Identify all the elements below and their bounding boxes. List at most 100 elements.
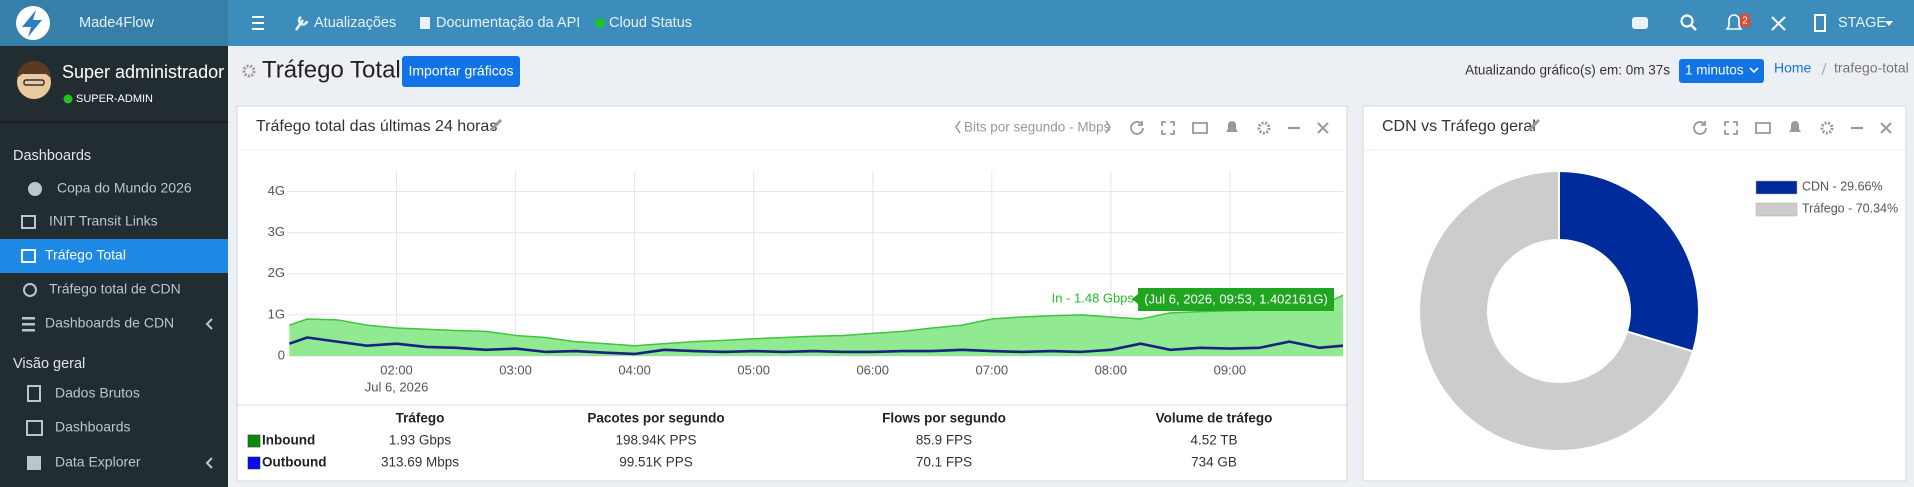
expand-icon[interactable] xyxy=(1724,121,1738,135)
sidebar-item[interactable]: Dashboards de CDN xyxy=(45,315,174,331)
x-tick-label: 07:00 xyxy=(976,362,1009,377)
image-icon[interactable] xyxy=(1192,122,1208,134)
logo-mark xyxy=(22,10,42,37)
close-icon[interactable] xyxy=(1317,122,1329,134)
refresh-icon[interactable] xyxy=(1693,121,1707,135)
legend-swatch xyxy=(247,456,261,470)
sidebar-heading: Dashboards xyxy=(13,148,91,164)
tooltip xyxy=(1138,288,1334,311)
active-item xyxy=(0,239,228,273)
sidebar-item[interactable]: Tráfego Total xyxy=(45,247,126,263)
book-icon xyxy=(420,17,430,29)
sidebar-item[interactable]: Dashboards xyxy=(55,419,131,435)
y-tick-label: 2G xyxy=(268,265,285,280)
table-cell: 1.93 Gbps xyxy=(389,433,452,448)
building-icon xyxy=(1814,14,1826,32)
close-icon[interactable] xyxy=(1880,122,1892,134)
chevrons xyxy=(205,318,213,469)
area xyxy=(289,295,1343,356)
table-header: Pacotes por segundo xyxy=(587,411,724,426)
edit-icon[interactable] xyxy=(1527,118,1541,132)
breadcrumb-current: trafego-total xyxy=(1834,60,1909,76)
panel-title: CDN vs Tráfego geral xyxy=(1382,118,1536,135)
topbar xyxy=(0,0,1914,46)
expand-icon[interactable] xyxy=(1161,121,1175,135)
series-line xyxy=(288,336,1344,356)
sidebar-heading: Visão geral xyxy=(13,356,85,372)
y-tick-label: 4G xyxy=(268,183,285,198)
caret xyxy=(1885,21,1893,26)
gear-icon[interactable] xyxy=(1257,121,1271,135)
gear-icon[interactable] xyxy=(242,64,256,78)
legend-swatch xyxy=(247,434,261,448)
refresh-icon[interactable] xyxy=(1130,121,1144,135)
y-tick-label: 0 xyxy=(278,347,285,362)
breadcrumb-link[interactable]: Home xyxy=(1774,60,1812,76)
bell-icon[interactable] xyxy=(1725,14,1743,30)
x-tick-label: 02:00 xyxy=(380,362,413,377)
sidebar-item[interactable]: INIT Transit Links xyxy=(49,213,158,229)
interval-value[interactable]: 1 minutos xyxy=(1685,63,1744,78)
y-tick-label: 1G xyxy=(268,306,285,321)
table-header: Tráfego xyxy=(396,411,445,426)
sidebar-icons xyxy=(21,182,43,470)
import-button[interactable] xyxy=(402,56,520,87)
x-tick-label: 04:00 xyxy=(618,362,651,377)
badge xyxy=(1740,14,1750,27)
x-tick-label: 03:00 xyxy=(499,362,532,377)
nav-link[interactable]: Documentação da API xyxy=(436,15,580,31)
pie-slice xyxy=(1418,169,1695,452)
legend-label: Tráfego - 70.34% xyxy=(1802,201,1898,215)
online-dot xyxy=(63,94,73,104)
import-button-label[interactable]: Importar gráficos xyxy=(408,63,513,79)
hover-label: In - 1.48 Gbps xyxy=(1052,290,1135,305)
menu-toggle[interactable] xyxy=(252,16,264,30)
notification-count: 2 xyxy=(1742,16,1748,27)
brand[interactable]: Made4Flow xyxy=(79,15,154,31)
nav-link[interactable]: Cloud Status xyxy=(609,15,692,31)
row-label: Outbound xyxy=(262,455,326,470)
user-role: SUPER-ADMIN xyxy=(76,93,153,105)
legend-swatch xyxy=(1755,180,1798,195)
gear-icon[interactable] xyxy=(1820,121,1834,135)
environment[interactable]: STAGE xyxy=(1838,15,1886,31)
interval-select[interactable] xyxy=(1679,59,1764,83)
table-cell: 198.94K PPS xyxy=(615,433,696,448)
refresh-label: Atualizando gráfico(s) em: 0m 37s xyxy=(1465,63,1670,78)
table-cell: 70.1 FPS xyxy=(916,455,972,470)
status-dot xyxy=(595,18,605,28)
sidebar-item[interactable]: Copa do Mundo 2026 xyxy=(57,180,192,196)
x-tick-label: 05:00 xyxy=(737,362,770,377)
robot-icon[interactable] xyxy=(1632,17,1648,29)
bell-icon[interactable] xyxy=(1226,121,1238,132)
legend-label: CDN - 29.66% xyxy=(1802,179,1883,193)
panel-title: Tráfego total das últimas 24 horas xyxy=(256,118,497,135)
expand-icon[interactable] xyxy=(1771,16,1786,31)
x-date-label: Jul 6, 2026 xyxy=(365,379,429,394)
wrench-icon xyxy=(294,15,309,31)
bell-icon[interactable] xyxy=(1789,121,1801,132)
search-icon[interactable] xyxy=(1680,14,1694,28)
sidebar-item[interactable]: Data Explorer xyxy=(55,454,141,470)
table-cell: 313.69 Mbps xyxy=(381,455,459,470)
x-tick-label: 08:00 xyxy=(1095,362,1128,377)
nav-link[interactable]: Atualizações xyxy=(314,15,396,31)
page-title: Tráfego Total xyxy=(262,56,401,83)
tooltip-pointer xyxy=(1132,294,1138,304)
unit-selector[interactable]: Bits por segundo - Mbps xyxy=(964,120,1111,135)
sidebar-item[interactable]: Tráfego total de CDN xyxy=(49,281,181,297)
table-cell: 99.51K PPS xyxy=(619,455,693,470)
sidebar-item[interactable]: Dados Brutos xyxy=(55,385,140,401)
edit-icon[interactable] xyxy=(489,118,503,132)
table-header: Flows por segundo xyxy=(882,411,1006,426)
image-icon[interactable] xyxy=(1755,122,1771,134)
y-tick-label: 3G xyxy=(268,224,285,239)
legend-swatch xyxy=(1755,202,1798,217)
series-line xyxy=(289,294,1344,347)
user-name: Super administrador xyxy=(62,62,224,82)
table-header: Volume de tráfego xyxy=(1156,411,1273,426)
x-tick-label: 09:00 xyxy=(1214,362,1247,377)
row-label: Inbound xyxy=(262,433,315,448)
